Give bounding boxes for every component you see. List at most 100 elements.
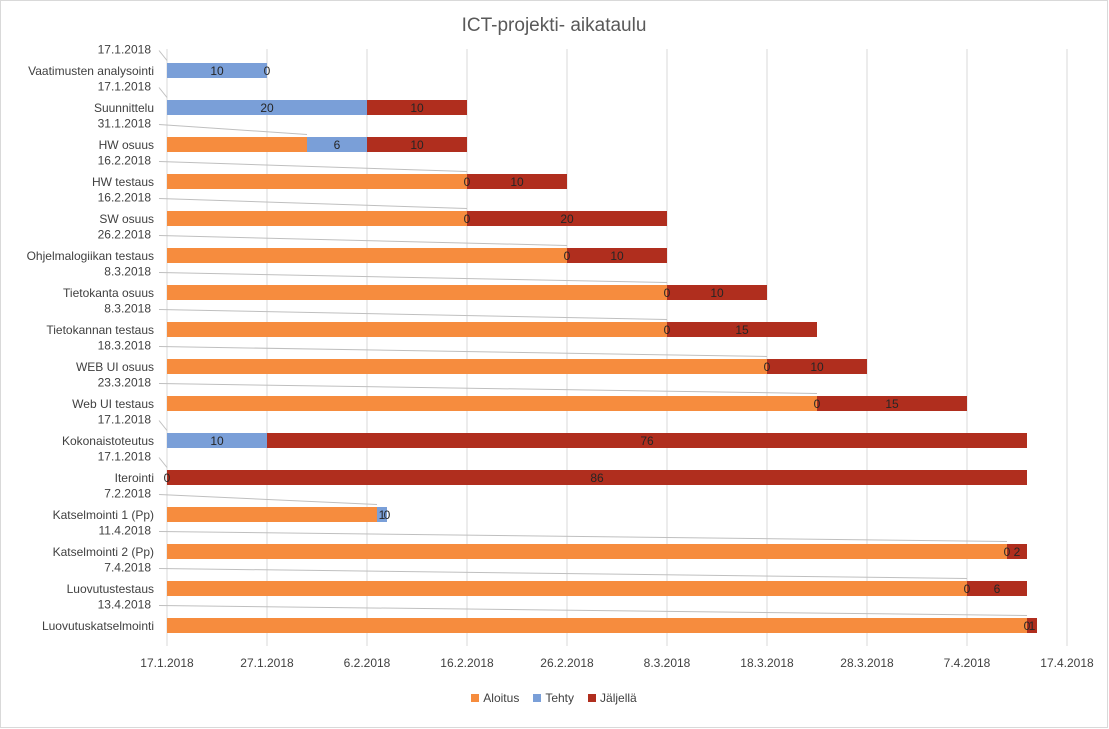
task-start-date-label: 31.1.2018: [98, 117, 152, 131]
task-start-date-label: 7.4.2018: [104, 561, 151, 575]
tehty-bar: [167, 100, 367, 115]
task-name-label: Iterointi: [115, 471, 154, 485]
task-name-label: Vaatimusten analysointi: [28, 64, 154, 78]
jaljella-data-label: 10: [410, 138, 424, 152]
leader-line: [158, 161, 468, 172]
tehty-data-label: 6: [334, 138, 341, 152]
chart-legend: Aloitus Tehty Jäljellä: [1, 691, 1107, 705]
jaljella-bar: [967, 581, 1027, 596]
tehty-bar: [167, 433, 267, 448]
task-start-date-label: 17.1.2018: [98, 80, 152, 94]
tehty-data-label: 0: [764, 360, 771, 374]
jaljella-bar: [467, 211, 667, 226]
task-start-date-label: 18.3.2018: [98, 339, 152, 353]
jaljella-data-label: 2: [1014, 545, 1021, 559]
jaljella-data-label: 10: [510, 175, 524, 189]
x-tick-label: 26.2.2018: [540, 656, 594, 670]
leader-line: [158, 198, 468, 209]
task-start-date-label: 13.4.2018: [98, 598, 152, 612]
chart-title: ICT-projekti- aikataulu: [461, 15, 647, 36]
aloitus-bar: [167, 137, 307, 152]
jaljella-bar: [467, 174, 567, 189]
leader-line: [158, 605, 1028, 616]
task-name-label: Tietokanta osuus: [63, 286, 154, 300]
x-tick-label: 18.3.2018: [740, 656, 794, 670]
task-start-date-label: 8.3.2018: [104, 265, 151, 279]
leader-line: [158, 494, 378, 505]
jaljella-bar: [667, 322, 817, 337]
jaljella-data-label: 15: [735, 323, 749, 337]
task-start-date-label: 17.1.2018: [98, 450, 152, 464]
legend-swatch: [588, 694, 597, 702]
x-tick-label: 27.1.2018: [240, 656, 294, 670]
jaljella-data-label: 10: [710, 286, 724, 300]
aloitus-bar: [167, 322, 667, 337]
jaljella-bar: [367, 137, 467, 152]
legend-item: Tehty: [533, 691, 574, 705]
leader-line: [158, 272, 668, 283]
jaljella-data-label: 6: [994, 582, 1001, 596]
leader-line: [158, 568, 968, 579]
jaljella-data-label: 76: [640, 434, 654, 448]
task-name-label: SW osuus: [99, 212, 154, 226]
aloitus-bar: [167, 285, 667, 300]
jaljella-bar: [267, 433, 1027, 448]
x-tick-label: 17.1.2018: [140, 656, 194, 670]
aloitus-bar: [167, 174, 467, 189]
jaljella-data-label: 0: [384, 508, 391, 522]
task-start-date-label: 17.1.2018: [98, 43, 152, 57]
legend-swatch: [533, 694, 542, 702]
aloitus-bar: [167, 396, 817, 411]
aloitus-bar: [167, 211, 467, 226]
task-name-label: Tietokannan testaus: [46, 323, 154, 337]
leader-line: [158, 50, 168, 61]
jaljella-bar: [367, 100, 467, 115]
legend-item: Jäljellä: [588, 691, 637, 705]
tehty-data-label: 20: [260, 101, 274, 115]
leader-line: [158, 235, 568, 246]
aloitus-bar: [167, 248, 567, 263]
tehty-data-label: 0: [1024, 619, 1031, 633]
leader-line: [158, 346, 768, 357]
task-name-label: Luovutustestaus: [67, 582, 154, 596]
aloitus-bar: [167, 581, 967, 596]
tehty-data-label: 0: [964, 582, 971, 596]
tehty-data-label: 0: [664, 323, 671, 337]
task-start-date-label: 11.4.2018: [99, 524, 152, 538]
tehty-data-label: 0: [814, 397, 821, 411]
task-start-date-label: 16.2.2018: [98, 154, 152, 168]
x-tick-label: 7.4.2018: [944, 656, 991, 670]
jaljella-bar: [1007, 544, 1027, 559]
aloitus-bar: [167, 618, 1027, 633]
tehty-data-label: 10: [210, 64, 224, 78]
jaljella-bar: [667, 285, 767, 300]
x-tick-label: 8.3.2018: [644, 656, 691, 670]
jaljella-bar: [817, 396, 967, 411]
tehty-data-label: 0: [164, 471, 171, 485]
task-name-label: Luovutuskatselmointi: [42, 619, 154, 633]
task-name-label: HW osuus: [99, 138, 154, 152]
task-name-label: Ohjelmalogiikan testaus: [27, 249, 154, 263]
jaljella-bar: [767, 359, 867, 374]
task-start-date-label: 8.3.2018: [104, 302, 151, 316]
tehty-bar: [377, 507, 387, 522]
x-tick-label: 6.2.2018: [344, 656, 391, 670]
legend-swatch: [471, 694, 480, 702]
tehty-data-label: 10: [210, 434, 224, 448]
task-start-date-label: 17.1.2018: [98, 413, 152, 427]
task-name-label: WEB UI osuus: [76, 360, 154, 374]
tehty-data-label: 0: [464, 212, 471, 226]
jaljella-data-label: 0: [264, 64, 271, 78]
jaljella-data-label: 1: [1029, 619, 1036, 633]
aloitus-bar: [167, 507, 377, 522]
leader-line: [158, 383, 818, 394]
task-start-date-label: 23.3.2018: [98, 376, 152, 390]
jaljella-data-label: 10: [810, 360, 824, 374]
legend-label: Aloitus: [483, 691, 520, 705]
jaljella-data-label: 15: [885, 397, 899, 411]
tehty-data-label: 0: [464, 175, 471, 189]
jaljella-bar: [1027, 618, 1037, 633]
task-name-label: Kokonaistoteutus: [62, 434, 154, 448]
task-start-date-label: 16.2.2018: [98, 191, 152, 205]
tehty-data-label: 0: [564, 249, 571, 263]
